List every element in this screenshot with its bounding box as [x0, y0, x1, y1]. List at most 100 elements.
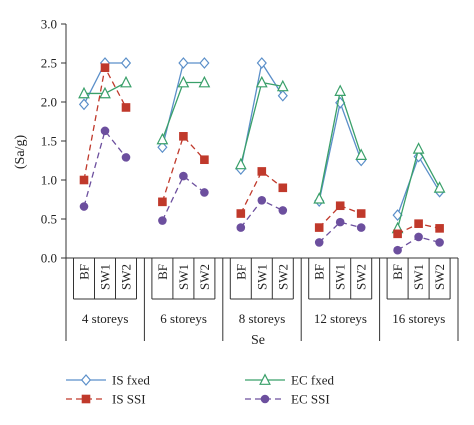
x-subcategory-label: SW2 — [275, 264, 290, 290]
series-line-is-ssi — [83, 65, 127, 181]
data-point-is-ssi — [158, 197, 167, 207]
data-point-is-ssi — [121, 103, 131, 112]
data-point-is-ssi — [335, 201, 345, 211]
legend-marker-is-fxed — [80, 374, 92, 386]
y-tick-label: 2.5 — [41, 56, 57, 71]
data-point-ec-ssi — [435, 238, 444, 247]
x-subcategory-label: BF — [390, 264, 405, 280]
labels-layer: 0.0 0.5 1.0 1.5 2.0 2.5 3.0 BF SW1 SW2 4 storeys BF… — [41, 17, 447, 327]
legend-item-ec-fxed: EC fxed — [245, 373, 334, 388]
series-ec-ssi — [79, 126, 444, 255]
y-tick-label: 1.0 — [41, 173, 57, 188]
data-point-ec-ssi — [393, 245, 402, 255]
series-is-ssi — [79, 63, 444, 239]
legend-item-is-fxed: IS fxed — [66, 373, 150, 388]
data-point-ec-ssi — [179, 171, 188, 181]
x-subcategory-label: SW1 — [411, 264, 426, 290]
x-group-label: 16 storeys — [392, 311, 445, 326]
data-point-ec-ssi — [200, 188, 209, 197]
data-point-is-fxed — [120, 57, 132, 69]
data-point-ec-fxed — [78, 86, 90, 99]
legend-label-ec-fxed: EC fxed — [291, 373, 334, 388]
y-tick-label: 0.5 — [41, 212, 57, 227]
data-point-ec-ssi — [158, 216, 167, 225]
legend-marker-ec-fxed — [259, 373, 271, 385]
category-table-lines — [65, 258, 459, 341]
y-tick-label: 1.5 — [41, 134, 57, 149]
data-point-ec-ssi — [314, 238, 324, 247]
data-point-is-ssi — [356, 209, 366, 218]
legend-label-ec-ssi: EC SSI — [291, 392, 330, 407]
x-subcategory-label: BF — [155, 264, 170, 280]
x-subcategory-label: BF — [312, 264, 327, 280]
data-point-is-fxed — [199, 57, 210, 69]
x-group-label: 12 storeys — [314, 311, 367, 326]
y-axis-label: (Sa/g) — [13, 135, 28, 170]
data-point-is-ssi — [179, 132, 188, 141]
axes — [61, 23, 458, 259]
data-point-ec-fxed — [177, 75, 190, 88]
data-point-is-fxed — [157, 141, 168, 154]
data-point-ec-fxed — [198, 75, 211, 88]
data-point-is-ssi — [236, 209, 246, 218]
data-point-ec-ssi — [79, 202, 89, 211]
legend-item-ec-ssi: EC SSI — [245, 392, 330, 407]
series-line-is-fxed — [318, 100, 362, 202]
data-point-is-ssi — [278, 183, 288, 193]
series-line-ec-ssi — [318, 221, 362, 243]
series-line-ec-ssi — [83, 129, 127, 207]
data-point-ec-fxed — [156, 132, 169, 145]
legend-label-is-fxed: IS fxed — [112, 373, 150, 388]
y-tick-label: 2.0 — [41, 95, 57, 110]
legend-item-is-ssi: IS SSI — [66, 392, 146, 407]
x-subcategory-label: SW1 — [254, 264, 269, 290]
data-point-ec-ssi — [100, 126, 110, 136]
data-point-is-fxed — [392, 209, 403, 222]
data-point-ec-fxed — [255, 75, 268, 88]
x-subcategory-label: SW2 — [354, 264, 369, 290]
data-point-is-fxed — [78, 98, 90, 111]
x-axis-label: Se — [251, 333, 265, 348]
data-point-ec-fxed — [355, 148, 368, 160]
data-point-ec-fxed — [120, 75, 132, 88]
data-point-ec-fxed — [412, 142, 425, 154]
x-group-label: 6 storeys — [160, 311, 207, 326]
data-point-is-ssi — [314, 223, 324, 232]
data-point-is-fxed — [256, 57, 267, 69]
data-point-ec-fxed — [276, 79, 289, 92]
x-group-label: 8 storeys — [239, 311, 286, 326]
data-point-ec-ssi — [121, 153, 131, 162]
data-point-ec-ssi — [236, 223, 246, 232]
y-tick-label: 3.0 — [41, 17, 57, 32]
data-point-ec-ssi — [278, 206, 288, 215]
data-point-ec-fxed — [99, 86, 111, 99]
y-tick-label: 0.0 — [41, 251, 57, 266]
legend-label-is-ssi: IS SSI — [112, 392, 146, 407]
data-point-ec-fxed — [234, 157, 247, 170]
x-subcategory-label: SW2 — [119, 264, 134, 290]
data-point-is-ssi — [79, 175, 89, 185]
data-point-is-ssi — [257, 167, 267, 176]
x-group-label: 4 storeys — [82, 311, 129, 326]
x-subcategory-label: SW1 — [333, 264, 348, 290]
x-subcategory-label: BF — [233, 264, 248, 280]
series-line-is-ssi — [161, 135, 205, 203]
legend: IS fxed EC fxed IS SSI EC SSI — [66, 373, 334, 407]
x-subcategory-label: BF — [77, 264, 92, 280]
data-point-ec-fxed — [334, 84, 347, 96]
data-point-is-ssi — [414, 219, 423, 228]
legend-marker-is-ssi — [81, 394, 91, 404]
data-point-ec-ssi — [414, 232, 423, 242]
data-point-ec-ssi — [356, 223, 366, 232]
data-point-is-fxed — [277, 89, 288, 102]
data-point-is-ssi — [200, 155, 209, 165]
data-point-ec-ssi — [257, 195, 267, 205]
data-point-is-fxed — [178, 57, 189, 69]
data-point-ec-fxed — [433, 181, 446, 193]
data-point-ec-ssi — [335, 217, 345, 227]
x-subcategory-label: SW1 — [176, 264, 191, 290]
x-subcategory-label: SW1 — [98, 264, 113, 290]
series-line-ec-fxed — [240, 81, 283, 165]
data-point-is-ssi — [100, 63, 110, 72]
